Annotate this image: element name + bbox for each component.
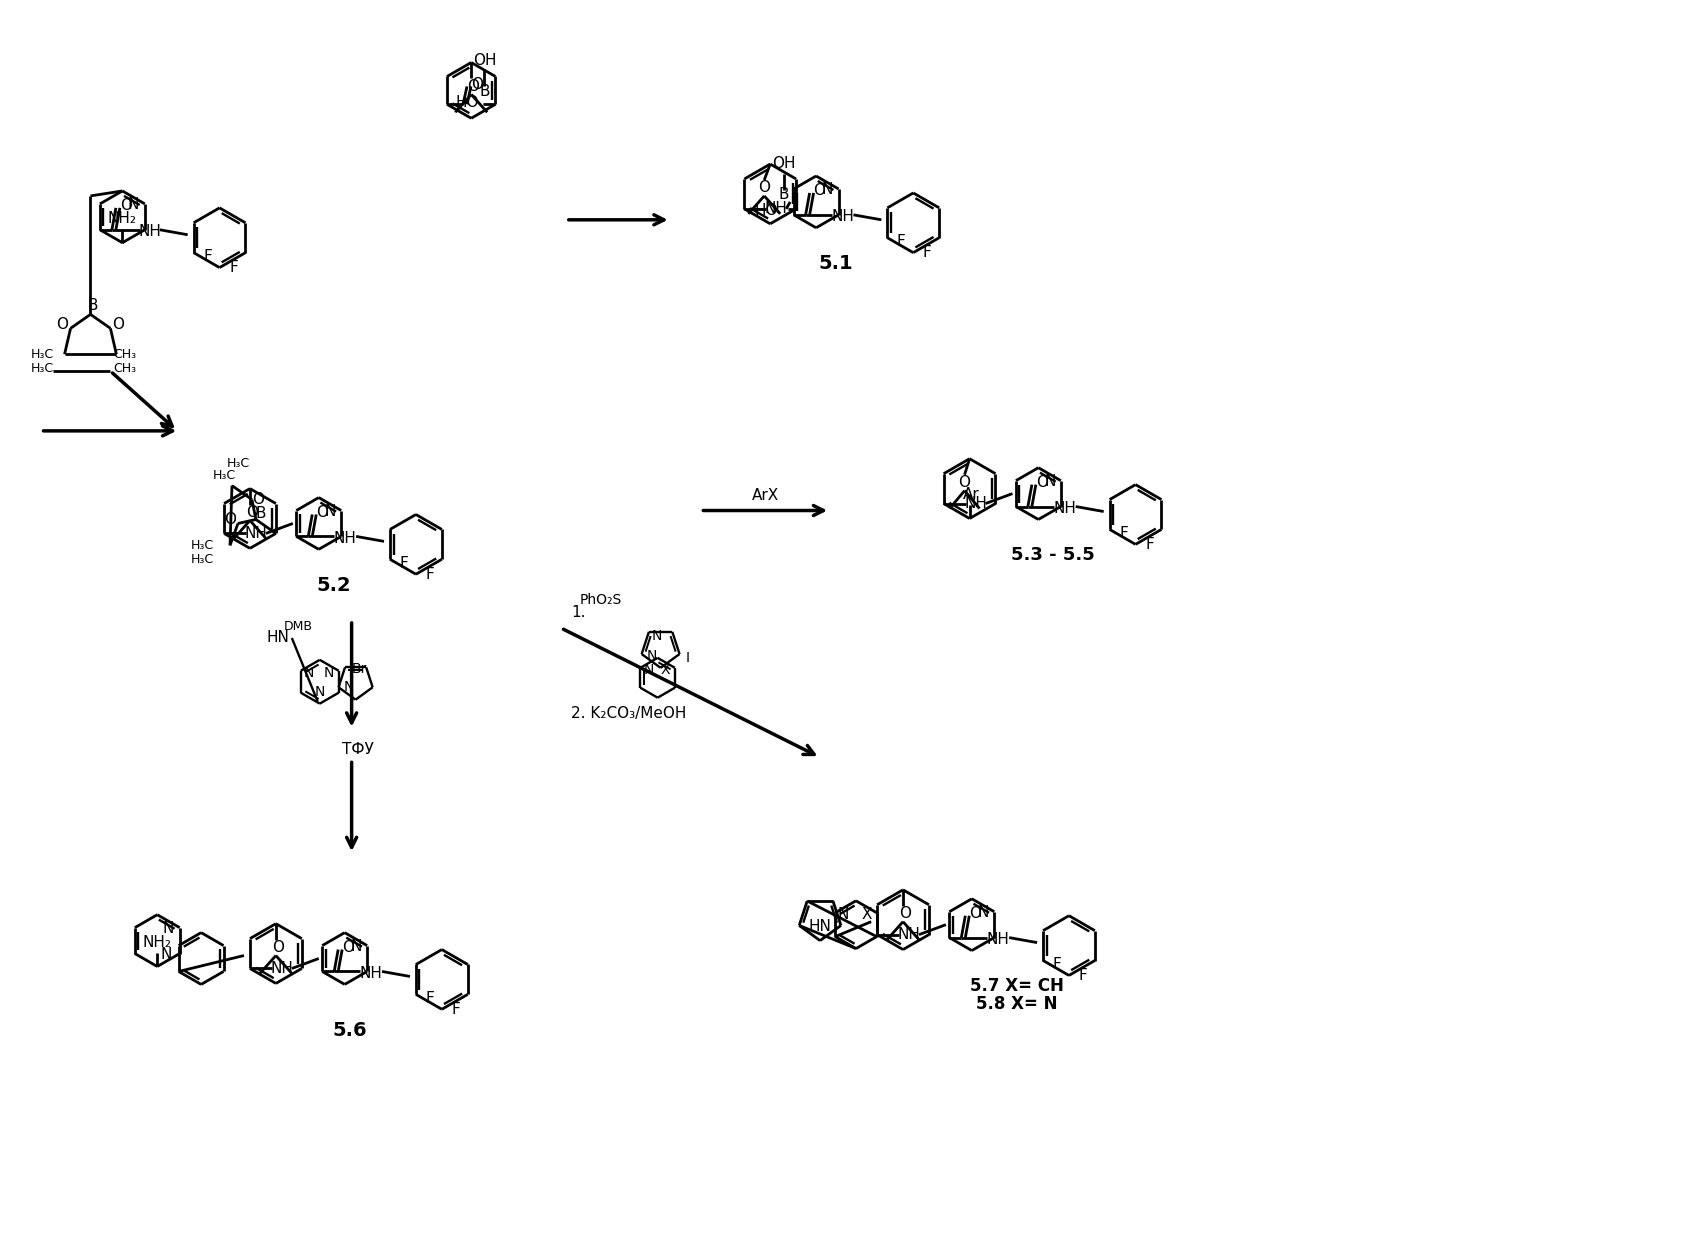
Text: N: N <box>651 629 661 642</box>
Text: O: O <box>224 512 236 527</box>
Text: F: F <box>400 556 408 571</box>
Text: F: F <box>425 990 434 1005</box>
Text: N: N <box>822 183 833 198</box>
Text: N: N <box>304 666 314 680</box>
Text: F: F <box>923 245 931 260</box>
Text: NH: NH <box>987 931 1009 947</box>
Text: H₃C: H₃C <box>226 457 250 471</box>
Text: NH: NH <box>764 202 788 217</box>
Text: B: B <box>88 298 98 313</box>
Text: H₃C: H₃C <box>191 538 214 552</box>
Text: H₃C: H₃C <box>30 362 54 374</box>
Text: 5.8 X= N: 5.8 X= N <box>975 995 1058 1013</box>
Text: N: N <box>324 505 336 520</box>
Text: B: B <box>256 506 267 521</box>
Text: 1.: 1. <box>570 605 585 620</box>
Text: N: N <box>160 947 172 962</box>
Text: F: F <box>897 234 906 249</box>
Text: NH: NH <box>897 928 921 942</box>
Text: HN: HN <box>808 919 832 934</box>
Text: 5.1: 5.1 <box>818 254 854 273</box>
Text: NH: NH <box>270 962 294 977</box>
Text: NH₂: NH₂ <box>108 212 137 227</box>
Text: N: N <box>324 666 334 680</box>
Text: O: O <box>970 906 982 921</box>
Text: O: O <box>467 79 479 94</box>
Text: NH₂: NH₂ <box>143 935 172 950</box>
Text: HO: HO <box>754 203 778 218</box>
Text: O: O <box>246 505 258 520</box>
Text: F: F <box>229 260 238 275</box>
Text: H₃C: H₃C <box>30 348 54 361</box>
Text: H₃C: H₃C <box>191 553 214 566</box>
Text: H₃C: H₃C <box>213 470 236 482</box>
Text: NH: NH <box>245 526 268 541</box>
Text: F: F <box>1118 526 1129 541</box>
Text: O: O <box>120 198 132 213</box>
Text: N: N <box>344 680 354 695</box>
Text: N: N <box>646 649 656 664</box>
Text: N: N <box>162 921 174 936</box>
Text: O: O <box>113 317 125 332</box>
Text: 5.2: 5.2 <box>317 576 351 595</box>
Text: PhO₂S: PhO₂S <box>580 593 623 607</box>
Text: O: O <box>1036 476 1048 490</box>
Text: O: O <box>813 184 825 198</box>
Text: I: I <box>685 651 690 665</box>
Text: F: F <box>202 249 213 264</box>
Text: F: F <box>425 567 434 582</box>
Text: O: O <box>958 476 970 490</box>
Text: 5.3 - 5.5: 5.3 - 5.5 <box>1012 546 1095 565</box>
Text: CH₃: CH₃ <box>113 348 137 361</box>
Text: O: O <box>251 492 263 507</box>
Text: 5.6: 5.6 <box>332 1020 368 1039</box>
Text: Br: Br <box>351 662 366 676</box>
Text: OH: OH <box>773 155 796 170</box>
Text: CH₃: CH₃ <box>113 362 137 374</box>
Text: O: O <box>272 940 283 955</box>
Text: 5.7 X= CH: 5.7 X= CH <box>970 978 1063 995</box>
Text: NH: NH <box>138 224 162 239</box>
Text: O: O <box>57 317 69 332</box>
Text: O: O <box>899 906 911 921</box>
Text: B: B <box>779 188 790 203</box>
Text: NH: NH <box>1053 501 1076 516</box>
Text: NH: NH <box>832 209 854 224</box>
Text: N: N <box>977 905 989 920</box>
Text: N: N <box>837 908 849 923</box>
Text: F: F <box>452 1002 461 1017</box>
Text: N: N <box>127 198 138 213</box>
Text: N: N <box>314 685 326 699</box>
Text: O: O <box>315 505 329 520</box>
Text: NH: NH <box>334 531 356 546</box>
Text: ArX: ArX <box>752 488 779 503</box>
Text: B: B <box>479 84 489 99</box>
Text: O: O <box>757 180 771 195</box>
Text: HN: HN <box>267 631 288 646</box>
Text: F: F <box>1078 968 1088 983</box>
Text: X: X <box>660 662 670 677</box>
Text: F: F <box>1053 957 1061 972</box>
Text: 2. K₂CO₃/MeOH: 2. K₂CO₃/MeOH <box>570 706 687 721</box>
Text: O: O <box>342 940 354 955</box>
Text: X: X <box>862 908 872 923</box>
Text: OH: OH <box>472 53 496 68</box>
Text: O: O <box>471 76 482 91</box>
Text: N: N <box>351 939 361 954</box>
Text: F: F <box>1145 537 1154 552</box>
Text: NH: NH <box>965 496 987 511</box>
Text: Ar: Ar <box>963 487 980 502</box>
Text: ТФУ: ТФУ <box>342 742 373 757</box>
Text: DMB: DMB <box>283 620 312 632</box>
Text: N: N <box>643 662 653 677</box>
Text: HO: HO <box>455 95 479 110</box>
Text: NH: NH <box>359 967 383 982</box>
Text: N: N <box>1044 475 1056 490</box>
